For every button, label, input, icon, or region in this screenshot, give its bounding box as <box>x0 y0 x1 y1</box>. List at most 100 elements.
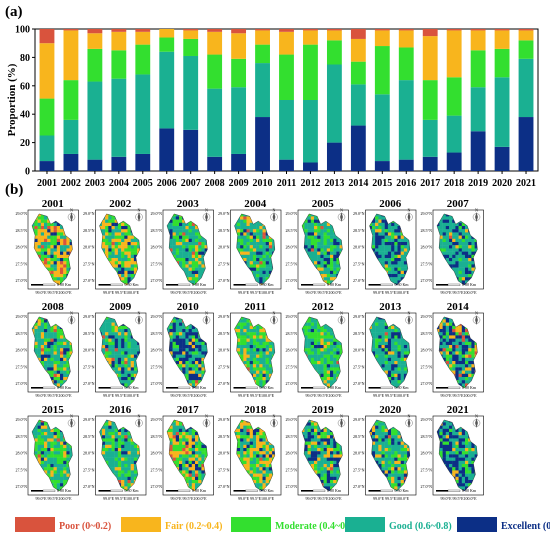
raster-cell <box>57 345 60 348</box>
raster-cell <box>66 351 69 354</box>
raster-cell <box>324 268 327 271</box>
raster-cell <box>327 339 330 342</box>
raster-cell <box>182 242 185 245</box>
raster-cell <box>131 245 134 248</box>
raster-cell <box>250 335 253 338</box>
raster-cell <box>118 351 121 354</box>
raster-cell <box>253 371 256 374</box>
raster-cell <box>182 335 185 338</box>
raster-cell <box>394 242 397 245</box>
scale-bar-white <box>43 284 55 286</box>
raster-cell <box>391 264 394 267</box>
raster-cell <box>471 252 474 255</box>
raster-cell <box>66 355 69 358</box>
raster-cell <box>54 342 57 345</box>
raster-cell <box>327 264 330 267</box>
raster-cell <box>253 374 256 377</box>
raster-cell <box>333 258 336 261</box>
raster-cell <box>253 264 256 267</box>
raster-cell <box>256 339 259 342</box>
raster-cell <box>198 248 201 251</box>
raster-cell <box>247 232 250 235</box>
raster-cell <box>385 226 388 229</box>
raster-cell <box>201 342 204 345</box>
raster-cell <box>128 245 131 248</box>
raster-cell <box>38 229 41 232</box>
raster-cell <box>41 229 44 232</box>
raster-cell <box>105 216 108 219</box>
raster-cell <box>192 239 195 242</box>
raster-cell <box>173 332 176 335</box>
raster-cell <box>243 326 246 329</box>
scale-label: 0 80 Km <box>57 282 72 287</box>
raster-cell <box>243 319 246 322</box>
raster-cell <box>54 261 57 264</box>
raster-cell <box>250 255 253 258</box>
raster-cell <box>44 335 47 338</box>
raster-cell <box>314 329 317 332</box>
raster-cell <box>253 367 256 370</box>
raster-cell <box>311 223 314 226</box>
raster-cell <box>404 242 407 245</box>
raster-cell <box>247 364 250 367</box>
raster-cell <box>189 268 192 271</box>
scale-label: 0 80 Km <box>327 282 342 287</box>
raster-cell <box>388 261 391 264</box>
map-panel-2008: 200829.0°N28.5°N28.0°N27.5°N27.0°N99.0°E… <box>16 301 80 398</box>
raster-cell <box>253 329 256 332</box>
raster-cell <box>256 380 259 383</box>
raster-cell <box>105 329 108 332</box>
raster-cell <box>50 261 53 264</box>
raster-cell <box>41 252 44 255</box>
raster-cell <box>118 329 121 332</box>
lon-label: 99.0°E <box>238 290 250 295</box>
raster-cell <box>105 348 108 351</box>
raster-cell <box>102 348 105 351</box>
raster-cell <box>256 371 259 374</box>
raster-cell <box>465 258 468 261</box>
raster-cell <box>317 258 320 261</box>
raster-cell <box>38 232 41 235</box>
raster-cell <box>446 220 449 223</box>
raster-cell <box>124 226 127 229</box>
raster-cell <box>176 245 179 248</box>
raster-cell <box>50 229 53 232</box>
raster-cell <box>54 364 57 367</box>
raster-cell <box>44 332 47 335</box>
raster-cell <box>54 245 57 248</box>
raster-cell <box>63 264 66 267</box>
raster-cell <box>394 229 397 232</box>
raster-cell <box>253 364 256 367</box>
raster-cell <box>57 271 60 274</box>
raster-cell <box>179 236 182 239</box>
raster-cell <box>131 351 134 354</box>
lon-label: 99.5°E <box>250 290 262 295</box>
raster-cell <box>388 258 391 261</box>
bar-segment-fair <box>375 30 390 46</box>
raster-cell <box>269 371 272 374</box>
raster-cell <box>112 216 115 219</box>
raster-cell <box>308 345 311 348</box>
raster-cell <box>47 226 50 229</box>
raster-cell <box>63 355 66 358</box>
raster-cell <box>128 252 131 255</box>
raster-cell <box>124 271 127 274</box>
lat-label: 28.0°N <box>286 245 298 250</box>
raster-cell <box>128 274 131 277</box>
raster-cell <box>378 248 381 251</box>
raster-cell <box>60 364 63 367</box>
raster-cell <box>391 261 394 264</box>
y-tick-label: 40 <box>20 110 30 121</box>
raster-cell <box>192 355 195 358</box>
raster-cell <box>317 255 320 258</box>
raster-cell <box>459 245 462 248</box>
raster-cell <box>44 323 47 326</box>
raster-cell <box>378 226 381 229</box>
raster-cell <box>47 261 50 264</box>
raster-cell <box>60 342 63 345</box>
raster-cell <box>115 236 118 239</box>
raster-cell <box>240 332 243 335</box>
raster-cell <box>195 255 198 258</box>
raster-cell <box>259 236 262 239</box>
raster-cell <box>54 248 57 251</box>
